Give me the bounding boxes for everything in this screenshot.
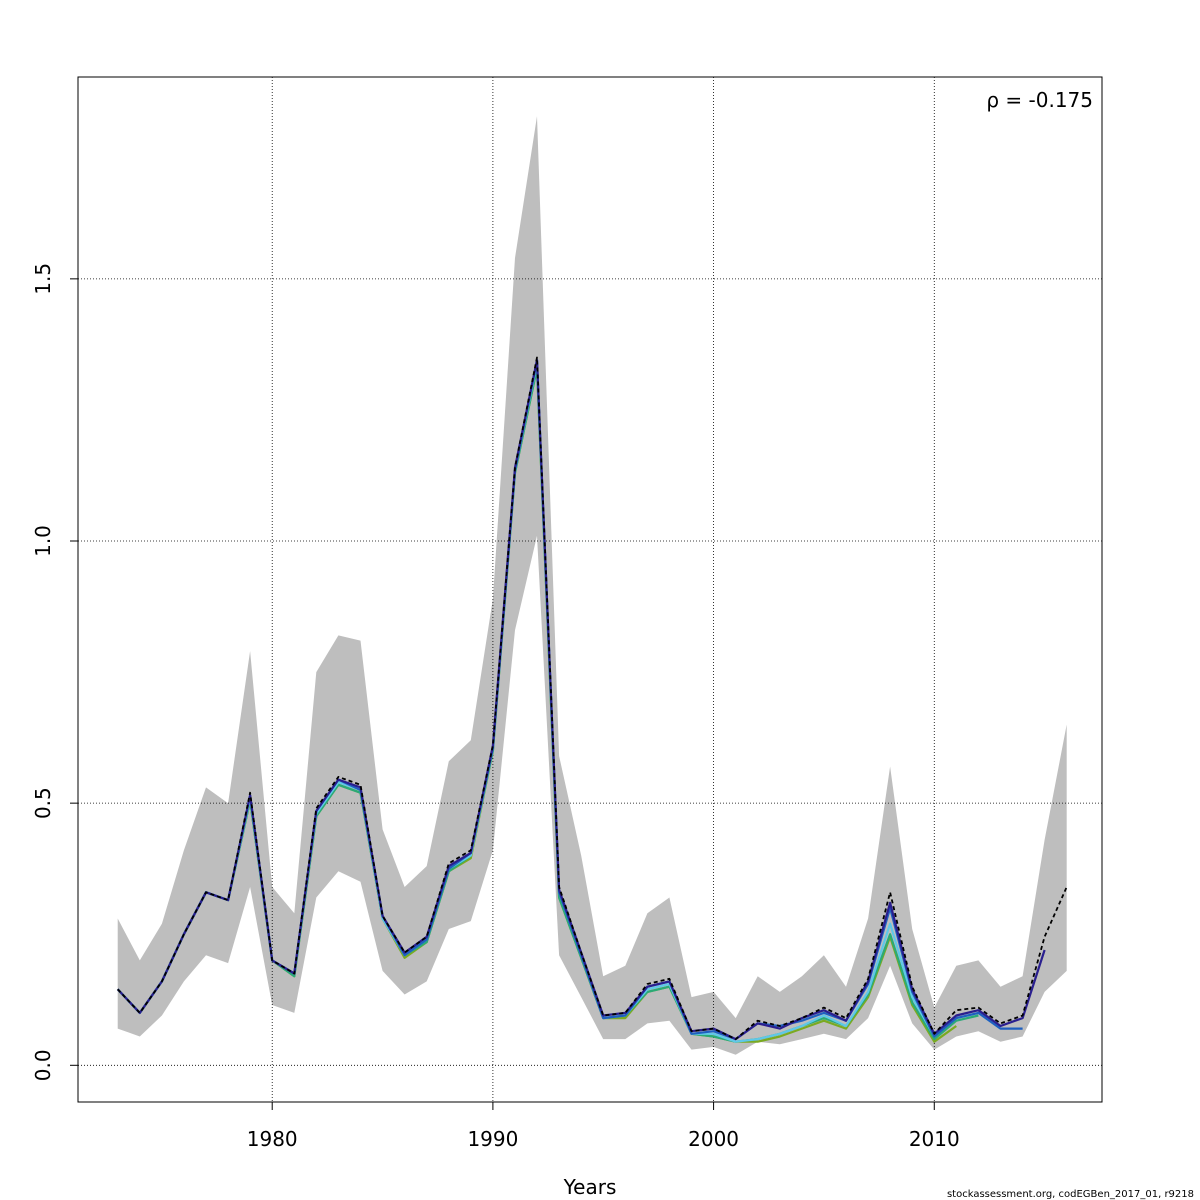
- y-tick-label: 1.0: [31, 525, 55, 557]
- x-tick-label: 1980: [247, 1127, 298, 1151]
- rho-annotation: ρ = -0.175: [986, 88, 1093, 112]
- base-estimate-line: [117, 356, 1068, 1040]
- series-layer: [116, 356, 1068, 1043]
- x-tick-label: 2010: [909, 1127, 960, 1151]
- x-tick-label: 1990: [467, 1127, 518, 1151]
- y-tick-label: 0.5: [31, 787, 55, 819]
- plot-frame: [77, 76, 1103, 1103]
- y-tick-label: 1.5: [31, 263, 55, 295]
- x-tick-label: 2000: [688, 1127, 739, 1151]
- x-axis-title: Years: [563, 1175, 617, 1199]
- credit-text: stockassessment.org, codEGBen_2017_01, r…: [947, 1189, 1194, 1200]
- axis-layer: 1980 1990 2000 2010 0.0 0.5 1.0 1.5: [31, 263, 960, 1151]
- confidence-band: [117, 116, 1067, 1055]
- y-tick-label: 0.0: [31, 1049, 55, 1081]
- confidence-band-layer: [117, 116, 1067, 1055]
